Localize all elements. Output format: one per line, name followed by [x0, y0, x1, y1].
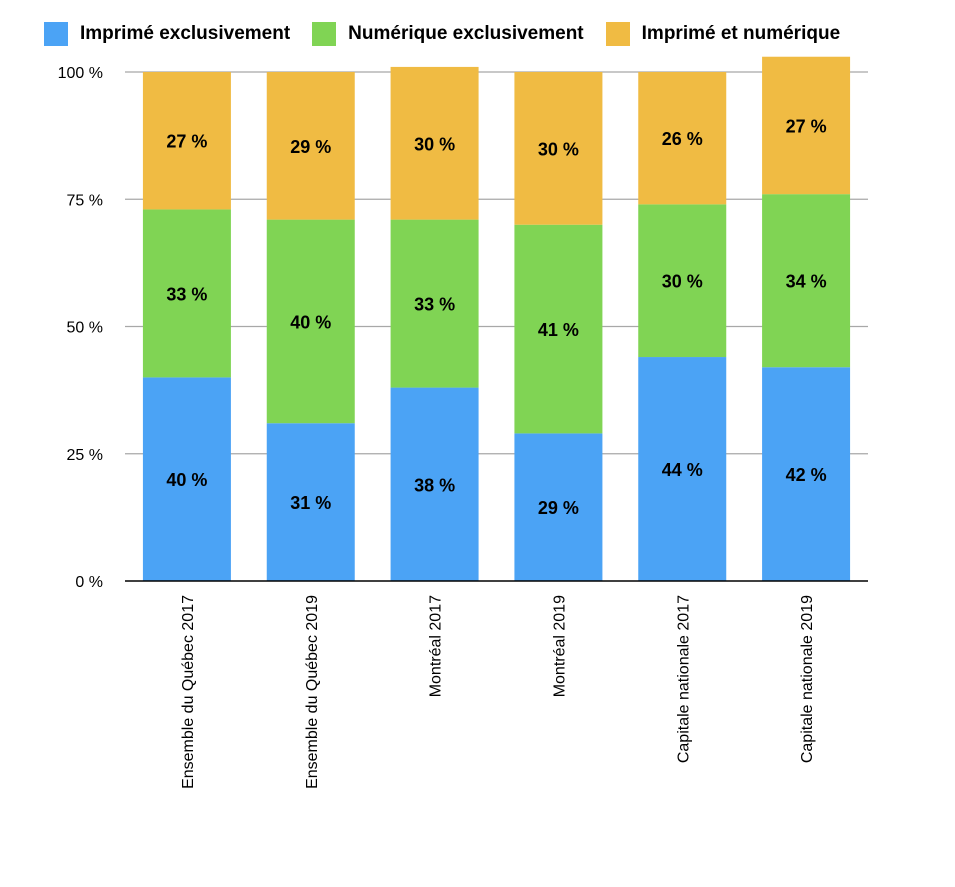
data-label: 29 %	[290, 137, 331, 157]
data-label: 26 %	[662, 129, 703, 149]
bar-segment	[266, 219, 355, 424]
x-category-label: Montréal 2019	[551, 595, 568, 697]
data-label: 34 %	[786, 272, 827, 292]
data-label: 27 %	[786, 116, 827, 136]
legend-label-imprime: Imprimé exclusivement	[80, 23, 291, 44]
bar-segment	[762, 56, 851, 195]
y-tick-label: 0 %	[75, 574, 103, 591]
bar-segment	[390, 66, 479, 220]
bar-segment	[390, 219, 479, 388]
bar-segment	[266, 423, 355, 581]
data-label: 30 %	[414, 134, 455, 154]
bar-segment	[142, 377, 231, 581]
data-label: 31 %	[290, 493, 331, 513]
legend-swatch-imprime-et-numerique	[605, 22, 630, 46]
bar-segment	[762, 367, 851, 581]
bar-segment	[638, 72, 727, 205]
data-label: 27 %	[166, 132, 207, 152]
bar-segment	[638, 357, 727, 581]
bar-segment	[266, 72, 355, 220]
x-category-label: Ensemble du Québec 2017	[180, 595, 197, 789]
x-category-label: Capitale nationale 2019	[799, 595, 816, 763]
y-tick-label: 75 %	[67, 192, 103, 209]
data-label: 41 %	[538, 320, 579, 340]
data-label: 42 %	[786, 465, 827, 485]
legend: Imprimé exclusivement Numérique exclusiv…	[44, 22, 862, 46]
data-label: 29 %	[538, 498, 579, 518]
legend-swatch-numerique	[312, 22, 337, 46]
data-label: 33 %	[166, 284, 207, 304]
bar-segment	[762, 194, 851, 368]
y-tick-label: 50 %	[67, 320, 103, 337]
bar-segment	[390, 387, 479, 581]
bar-segment	[142, 72, 231, 210]
bar-segment	[514, 433, 603, 581]
x-category-label: Ensemble du Québec 2019	[304, 595, 321, 789]
data-label: 44 %	[662, 460, 703, 480]
data-label: 30 %	[662, 272, 703, 292]
bar-segment	[514, 72, 603, 225]
bar-segment	[142, 209, 231, 378]
bar-segment	[514, 224, 603, 434]
x-category-label: Montréal 2017	[428, 595, 445, 697]
data-label: 30 %	[538, 139, 579, 159]
data-label: 38 %	[414, 475, 455, 495]
data-label: 33 %	[414, 295, 455, 315]
data-label: 40 %	[166, 470, 207, 490]
legend-item-imprime: Imprimé exclusivement	[44, 22, 290, 46]
data-label: 40 %	[290, 312, 331, 332]
bar-segment	[638, 204, 727, 358]
legend-item-imprime-et-numerique: Imprimé et numérique	[605, 22, 841, 46]
y-tick-label: 100 %	[58, 65, 103, 82]
legend-label-imprime-et-numerique: Imprimé et numérique	[641, 23, 841, 44]
legend-swatch-imprime	[44, 22, 68, 46]
legend-item-numerique: Numérique exclusivement	[312, 22, 584, 46]
x-category-label: Capitale nationale 2017	[675, 595, 692, 763]
y-tick-label: 25 %	[67, 447, 103, 464]
legend-label-numerique: Numérique exclusivement	[348, 23, 584, 44]
